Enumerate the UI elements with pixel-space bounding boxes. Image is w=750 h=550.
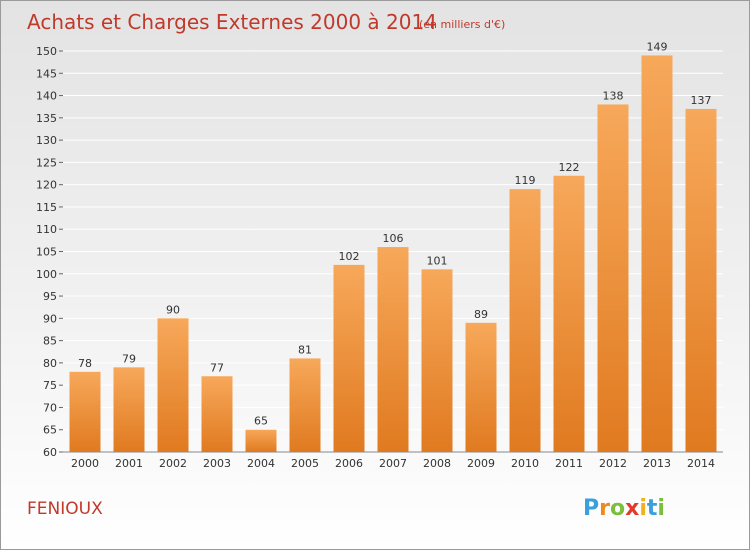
bar (553, 175, 585, 452)
x-tick-label: 2006 (335, 457, 363, 470)
y-tick-label: 145 (36, 67, 57, 80)
chart-subtitle: (en milliers d'€) (419, 18, 505, 31)
y-tick-label: 80 (43, 357, 57, 370)
logo-letter: r (599, 496, 610, 521)
bar-value-label: 81 (298, 343, 312, 356)
x-tick-label: 2007 (379, 457, 407, 470)
town-name: FENIOUX (27, 499, 103, 519)
bars: 78 79 90 77 65 81 102 106 101 89 119 122 138 149 137 (69, 40, 717, 452)
bar (597, 104, 629, 452)
y-tick-label: 90 (43, 312, 57, 325)
x-tick-label: 2003 (203, 457, 231, 470)
y-tick-label: 110 (36, 223, 57, 236)
y-tick-label: 70 (43, 401, 57, 414)
bar-value-label: 137 (691, 94, 712, 107)
x-tick-label: 2009 (467, 457, 495, 470)
bar (421, 269, 453, 452)
bar-value-label: 90 (166, 303, 180, 316)
y-tick-label: 125 (36, 156, 57, 169)
y-tick-label: 100 (36, 268, 57, 281)
bar (201, 376, 233, 452)
x-tick-label: 2001 (115, 457, 143, 470)
x-tick-label: 2008 (423, 457, 451, 470)
bar-value-label: 65 (254, 415, 268, 428)
y-tick-label: 95 (43, 290, 57, 303)
bar (245, 429, 277, 452)
bar (113, 367, 145, 452)
x-tick-label: 2004 (247, 457, 275, 470)
bar-value-label: 106 (383, 232, 404, 245)
bar-value-label: 119 (515, 174, 536, 187)
y-tick-label: 75 (43, 379, 57, 392)
bar-value-label: 149 (647, 40, 668, 53)
bar-value-label: 101 (427, 254, 448, 267)
y-tick-label: 150 (36, 45, 57, 58)
bar-value-label: 138 (603, 89, 624, 102)
logo-letter: i (639, 496, 647, 521)
logo-letter: o (610, 496, 625, 521)
x-tick-label: 2010 (511, 457, 539, 470)
x-tick-label: 2011 (555, 457, 583, 470)
chart-title: Achats et Charges Externes 2000 à 2014 (27, 10, 437, 34)
proxiti-logo: Proxiti (583, 496, 665, 521)
x-tick-label: 2002 (159, 457, 187, 470)
bar (641, 55, 673, 452)
bar-value-label: 89 (474, 308, 488, 321)
y-tick-label: 65 (43, 424, 57, 437)
y-tick-label: 85 (43, 335, 57, 348)
logo-letter: t (647, 496, 658, 521)
x-tick-label: 2012 (599, 457, 627, 470)
bar (289, 358, 321, 452)
logo-letter: i (657, 496, 665, 521)
bar-value-label: 78 (78, 357, 92, 370)
y-tick-label: 120 (36, 179, 57, 192)
bar (333, 264, 365, 452)
x-axis-ticks: 2000 2001 2002 2003 2004 2005 2006 2007 2008 2009… (71, 457, 715, 470)
y-tick-label: 60 (43, 446, 57, 459)
bar (377, 247, 409, 452)
y-tick-label: 115 (36, 201, 57, 214)
bar-value-label: 77 (210, 361, 224, 374)
y-tick-label: 140 (36, 90, 57, 103)
bar (509, 189, 541, 452)
x-tick-label: 2014 (687, 457, 715, 470)
bar (685, 108, 717, 452)
bar (69, 371, 101, 452)
bar (157, 318, 189, 452)
x-tick-label: 2013 (643, 457, 671, 470)
bar-value-label: 102 (339, 250, 360, 263)
x-tick-label: 2000 (71, 457, 99, 470)
logo-letter: P (583, 496, 599, 521)
y-tick-label: 105 (36, 246, 57, 259)
bar-value-label: 79 (122, 352, 136, 365)
logo-letter: x (625, 496, 639, 521)
y-tick-label: 130 (36, 134, 57, 147)
x-tick-label: 2005 (291, 457, 319, 470)
bar (465, 322, 497, 452)
y-tick-label: 135 (36, 112, 57, 125)
bar-value-label: 122 (559, 161, 580, 174)
